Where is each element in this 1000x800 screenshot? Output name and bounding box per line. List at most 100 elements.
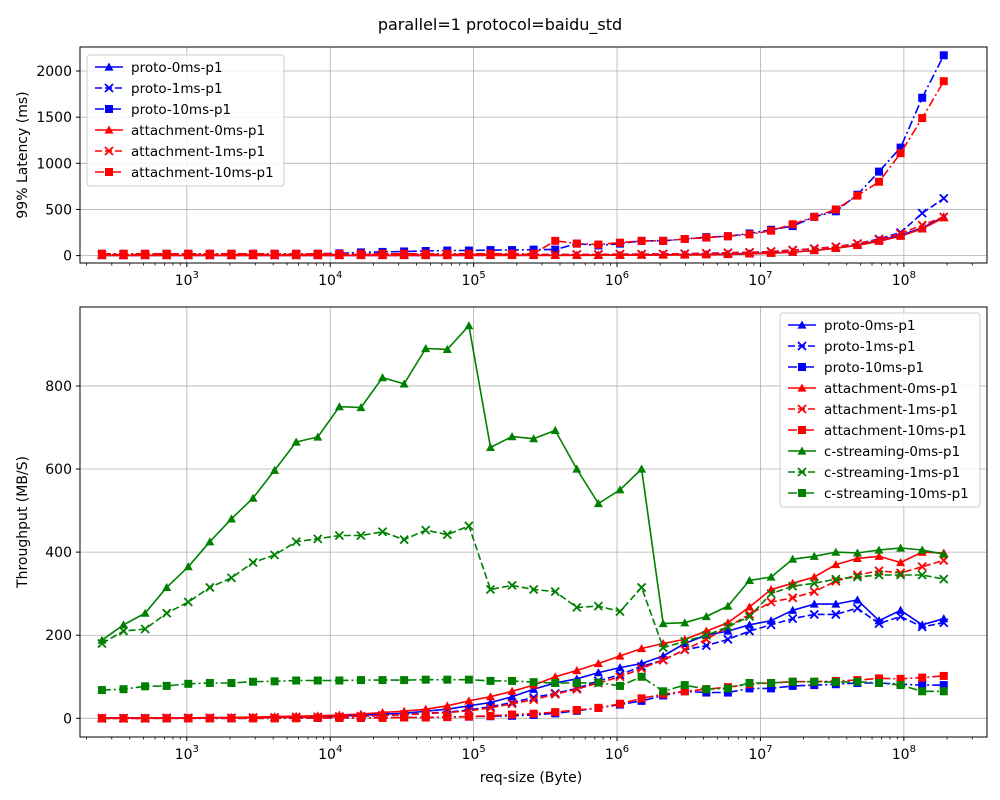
data-point — [140, 608, 150, 617]
data-point — [917, 570, 927, 580]
data-point — [572, 705, 581, 714]
legend-entry: proto-1ms-p1 — [788, 339, 916, 355]
x-tick-label: 103 — [175, 270, 199, 289]
data-point — [593, 668, 603, 677]
legend-entry: attachment-10ms-p1 — [95, 165, 274, 181]
x-tick-label: 108 — [892, 270, 916, 289]
legend-entry: attachment-0ms-p1 — [788, 381, 958, 397]
data-point — [464, 696, 474, 705]
data-point — [680, 639, 690, 648]
data-point — [378, 713, 387, 722]
legend-label: proto-0ms-p1 — [824, 318, 916, 334]
data-point — [227, 678, 236, 687]
throughput-legend: proto-0ms-p1 proto-1ms-p1 proto-10ms-p1 att… — [779, 312, 981, 508]
data-point — [486, 711, 495, 720]
data-point — [118, 626, 129, 636]
data-point — [442, 530, 452, 540]
data-point — [485, 692, 495, 701]
legend-label: c-streaming-0ms-p1 — [824, 444, 960, 460]
data-point — [723, 248, 733, 258]
data-point — [550, 425, 560, 434]
data-point — [485, 442, 495, 452]
data-point — [421, 525, 431, 535]
series-line-attachment-10ms-p1 — [101, 80, 945, 255]
series-c-streaming-1ms-p1 — [97, 521, 949, 653]
data-point — [162, 582, 172, 592]
data-point — [895, 611, 906, 622]
series-c-streaming-0ms-p1 — [97, 321, 949, 644]
legend-marker — [104, 83, 114, 93]
data-point — [637, 672, 646, 681]
data-point — [593, 601, 604, 611]
x-tick-base: 10 — [892, 273, 910, 289]
data-point — [378, 373, 388, 382]
y-tick-label: 0 — [63, 711, 72, 727]
data-point — [809, 551, 819, 560]
data-point — [852, 603, 863, 613]
legend-label: proto-1ms-p1 — [131, 81, 223, 97]
x-tick-base: 10 — [175, 747, 193, 763]
data-point — [97, 638, 107, 649]
data-point — [593, 499, 603, 508]
x-tick-exponent: 5 — [479, 270, 485, 281]
data-point — [680, 618, 690, 627]
legend-label: attachment-1ms-p1 — [824, 402, 958, 418]
data-point — [744, 620, 754, 629]
x-tick-label: 103 — [175, 744, 199, 763]
data-point — [421, 344, 431, 353]
data-point — [615, 670, 625, 680]
data-point — [377, 527, 388, 537]
data-point — [874, 551, 884, 560]
x-tick-exponent: 7 — [766, 744, 772, 755]
data-point — [119, 249, 128, 258]
data-point — [508, 710, 517, 719]
data-point — [917, 220, 927, 230]
data-point — [507, 580, 517, 590]
x-tick-exponent: 4 — [336, 744, 342, 755]
legend-entry: proto-0ms-p1 — [95, 60, 223, 76]
data-point — [508, 249, 517, 258]
x-tick-base: 10 — [748, 747, 766, 763]
data-point — [615, 606, 625, 617]
data-point — [831, 242, 841, 252]
legend-label: proto-10ms-p1 — [824, 360, 924, 376]
data-point — [205, 249, 214, 258]
data-point — [809, 578, 819, 588]
x-tick-base: 10 — [748, 273, 766, 289]
data-point — [788, 581, 798, 591]
data-point — [184, 249, 193, 258]
data-point — [809, 572, 819, 581]
data-point — [745, 684, 754, 693]
data-point — [701, 248, 711, 258]
data-point — [637, 464, 647, 473]
data-point — [939, 51, 948, 60]
x-tick-base: 10 — [892, 747, 910, 763]
data-point — [875, 167, 884, 176]
x-tick-exponent: 7 — [766, 270, 772, 281]
data-point — [443, 249, 452, 258]
data-point — [680, 645, 690, 655]
data-point — [226, 514, 236, 523]
data-point — [896, 231, 906, 240]
data-point — [485, 584, 496, 595]
data-point — [205, 714, 214, 723]
y-tick-label: 200 — [45, 628, 72, 644]
data-point — [809, 244, 819, 254]
data-point — [270, 249, 279, 258]
data-point — [507, 699, 517, 709]
data-point — [334, 402, 344, 411]
data-point — [896, 558, 906, 567]
legend-frame — [86, 54, 285, 187]
data-point — [831, 574, 841, 584]
data-point — [550, 672, 560, 681]
data-point — [853, 191, 862, 200]
data-point — [744, 611, 755, 622]
data-point — [97, 686, 106, 695]
data-point — [443, 713, 452, 722]
data-point — [399, 379, 409, 388]
data-point — [636, 249, 647, 259]
data-point — [831, 560, 841, 569]
plot-frame — [79, 46, 988, 264]
legend-marker — [797, 446, 807, 455]
x-tick-label: 104 — [318, 744, 342, 763]
